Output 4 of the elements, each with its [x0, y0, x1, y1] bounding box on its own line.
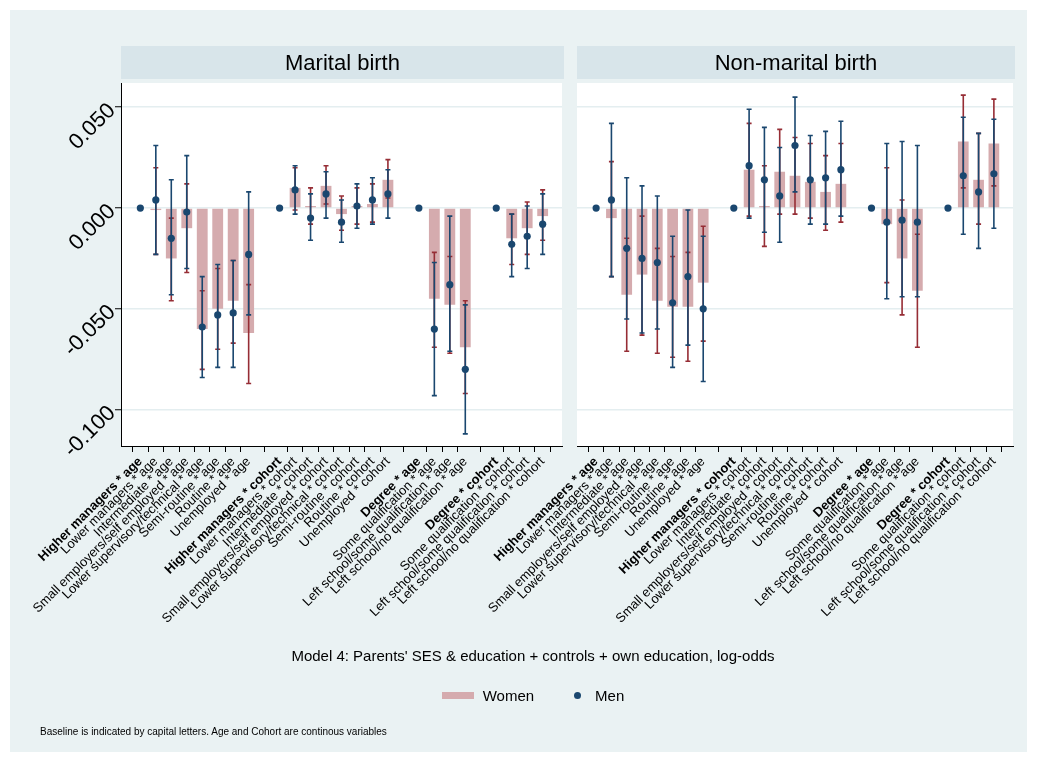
text: Model 4: Parents' SES & education + controls + own education, log-odds [290, 647, 776, 665]
legend-label: Women [482, 686, 535, 704]
text: Baseline is indicated by capital letters. Age and Cohort are continous variables [40, 726, 387, 738]
legend-label: Men [595, 686, 625, 704]
